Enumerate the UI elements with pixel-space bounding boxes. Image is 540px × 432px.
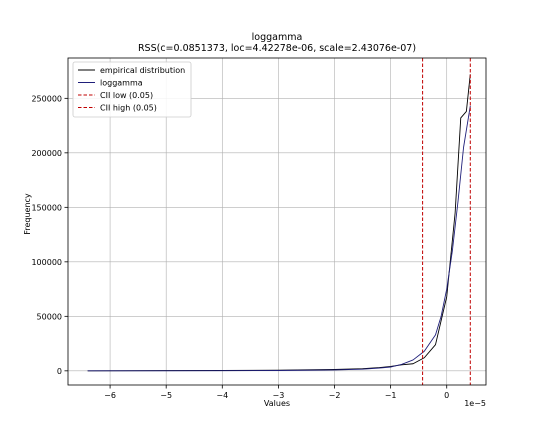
legend-label: loggamma [100,79,143,88]
legend-label: empirical distribution [100,66,185,75]
legend-label: CII low (0.05) [100,91,153,100]
vline-layer [422,58,471,385]
x-offset-label: 1e−5 [464,399,486,408]
x-tick-label: −1 [385,391,397,400]
grid [68,58,486,385]
y-axis-label: Frequency [23,193,32,235]
y-tick-label: 200000 [31,149,62,158]
x-tick-label: −3 [273,391,285,400]
series-layer [87,74,471,372]
y-tick-label: 50000 [37,312,62,321]
x-tick-label: −6 [104,391,116,400]
legend: empirical distribution loggamma CII low (0… [72,61,192,118]
y-tick-label: 0 [57,367,62,376]
legend-box [72,61,192,118]
x-tick-label: −5 [160,391,172,400]
x-tick-label: 0 [444,391,449,400]
series-line-empirical [87,74,471,372]
y-axis: 0 50000 100000 150000 200000 250000 [31,94,68,376]
x-axis: −6 −5 −4 −3 −2 −1 0 [104,385,449,400]
x-tick-label: −2 [329,391,341,400]
chart-title: loggamma [252,32,303,43]
chart-subtitle: RSS(c=0.0851373, loc=4.42278e-06, scale=… [138,43,416,54]
x-tick-label: −4 [216,391,228,400]
series-line-loggamma [87,105,471,372]
legend-label: CII high (0.05) [100,104,157,113]
y-tick-label: 150000 [31,203,62,212]
plot-frame [67,57,487,386]
y-tick-label: 250000 [31,94,62,103]
y-tick-label: 100000 [31,258,62,267]
x-axis-label: Values [264,399,290,408]
